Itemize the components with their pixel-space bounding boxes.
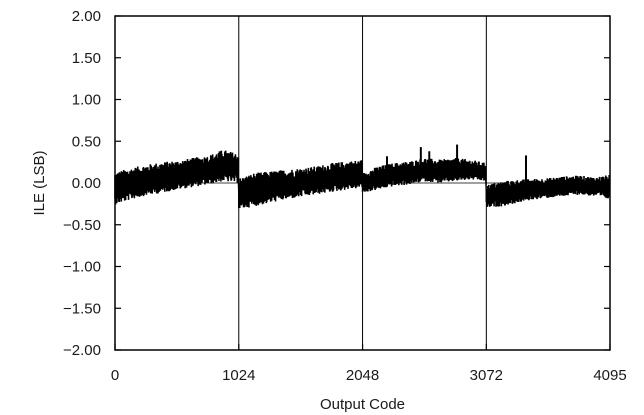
x-tick-label: 2048 [346,367,379,384]
x-tick-label: 1024 [222,367,255,384]
x-tick-label: 4095 [593,367,626,384]
x-tick-label: 0 [111,367,119,384]
y-tick-label: 0.00 [72,175,101,192]
y-tick-label: −2.00 [63,342,101,359]
y-tick-label: 0.50 [72,133,101,150]
y-tick-label: 1.50 [72,50,101,67]
y-tick-label: −1.00 [63,259,101,276]
y-tick-label: −1.50 [63,300,101,317]
y-tick-label: −0.50 [63,217,101,234]
label-layer: 2.00 1.50 1.00 0.50 0.00 −0.50 −1.00 −1.50 −2.00… [63,8,627,384]
y-tick-label: 1.00 [72,92,101,109]
y-tick-label: 2.00 [72,8,101,25]
y-axis-title: ILE (LSB) [31,150,48,215]
x-axis-title: Output Code [320,396,405,413]
tick-layer [114,15,611,351]
x-tick-label: 3072 [470,367,503,384]
